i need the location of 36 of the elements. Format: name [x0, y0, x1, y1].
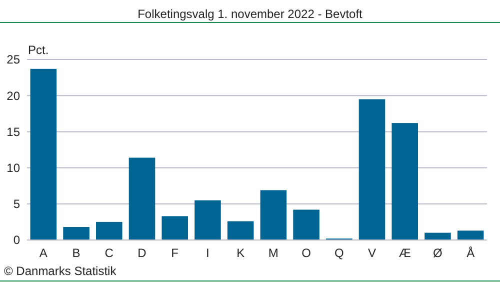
x-tick-label: C: [104, 246, 114, 260]
x-tick-label: I: [206, 246, 210, 260]
y-tick-label: 10: [6, 161, 20, 175]
y-axis-title: Pct.: [28, 43, 49, 57]
x-tick-label: M: [268, 246, 278, 260]
y-tick-label: 5: [13, 197, 20, 212]
bar: [358, 99, 386, 240]
bar: [260, 190, 287, 240]
y-tick-label: 20: [6, 88, 20, 103]
x-tick-label: Ø: [433, 246, 442, 260]
x-tick-label: O: [302, 246, 311, 260]
bar: [457, 230, 484, 240]
bar: [227, 221, 254, 240]
bar: [96, 222, 122, 240]
y-tick-label: 25: [6, 52, 20, 67]
x-tick-label: K: [236, 246, 245, 260]
y-tick-label: 0: [13, 233, 20, 248]
bar: [194, 200, 221, 240]
x-tick-label: Å: [466, 246, 475, 260]
x-tick-label: Æ: [398, 246, 411, 260]
bar: [63, 227, 90, 240]
y-tick-label: 15: [6, 124, 20, 139]
bar: [30, 68, 57, 240]
text: © Danmarks Statistik: [4, 264, 118, 278]
x-tick-label: A: [39, 246, 48, 260]
x-tick-label: Q: [334, 246, 344, 260]
x-tick-label: V: [368, 246, 376, 260]
bar: [128, 158, 156, 240]
x-tick-label: D: [138, 246, 147, 260]
bar: [424, 232, 451, 240]
chart-title: Folketingsvalg 1. november 2022 - Bevtoft: [138, 7, 364, 21]
x-tick-label: F: [171, 246, 179, 260]
bar: [162, 216, 188, 240]
bar: [293, 210, 320, 240]
bar: [392, 123, 418, 240]
x-tick-label: B: [72, 246, 80, 260]
